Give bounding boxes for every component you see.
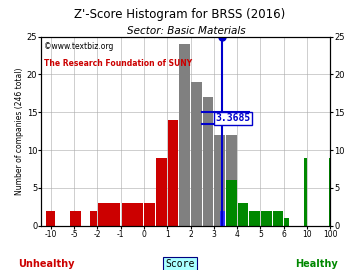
Bar (226, 135, 237, 226)
Bar (249, 211, 260, 226)
Bar (156, 158, 167, 226)
Bar (226, 180, 237, 226)
Text: Unhealthy: Unhealthy (19, 259, 75, 269)
Text: Healthy: Healthy (296, 259, 338, 269)
Title: Sector: Basic Materials: Sector: Basic Materials (127, 26, 245, 36)
Bar (203, 97, 213, 226)
Bar (304, 158, 307, 226)
Bar (46, 211, 55, 226)
Text: The Research Foundation of SUNY: The Research Foundation of SUNY (44, 59, 193, 68)
Bar (179, 44, 190, 226)
Text: Z'-Score Histogram for BRSS (2016): Z'-Score Histogram for BRSS (2016) (75, 8, 285, 21)
Bar (122, 203, 143, 226)
Bar (284, 218, 289, 226)
Bar (70, 211, 81, 226)
Bar (329, 158, 330, 226)
Bar (144, 203, 155, 226)
Text: ©www.textbiz.org: ©www.textbiz.org (44, 42, 114, 51)
Bar (168, 120, 179, 226)
Bar (98, 203, 120, 226)
Text: Score: Score (165, 259, 195, 269)
Bar (214, 135, 225, 226)
Bar (90, 211, 97, 226)
Bar (238, 203, 248, 226)
Bar (261, 211, 272, 226)
Bar (220, 211, 225, 226)
Bar (273, 211, 283, 226)
Y-axis label: Number of companies (246 total): Number of companies (246 total) (15, 67, 24, 195)
Text: 3.3685: 3.3685 (215, 113, 250, 123)
Bar (191, 82, 202, 226)
